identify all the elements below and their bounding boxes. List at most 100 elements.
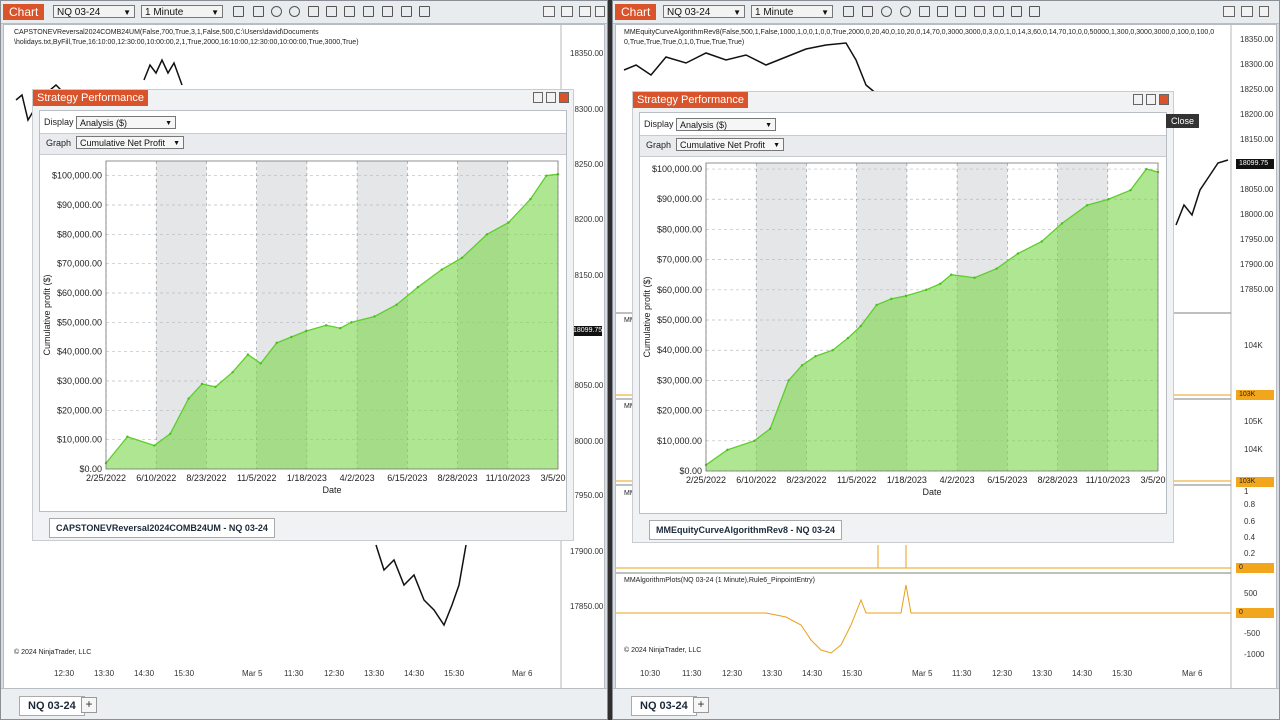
strategies-icon[interactable] xyxy=(401,6,412,17)
x-axis-label: Date xyxy=(322,485,341,495)
pencil-icon[interactable] xyxy=(253,6,264,17)
instrument-selector[interactable]: NQ 03-24 ▼ xyxy=(53,5,135,18)
algo-value-tag: 0 xyxy=(1236,608,1274,618)
display-select[interactable]: Analysis ($) ▼ xyxy=(76,116,176,129)
crosshair-icon[interactable] xyxy=(974,6,985,17)
algo-tick: 500 xyxy=(1244,589,1258,598)
instrument-tab[interactable]: NQ 03-24 xyxy=(631,696,697,716)
minimize-button[interactable] xyxy=(1223,6,1235,17)
close-button[interactable] xyxy=(559,92,569,103)
y-tick-label: $50,000.00 xyxy=(657,315,702,325)
maximize-button[interactable] xyxy=(1146,94,1156,105)
data-box-icon[interactable] xyxy=(955,6,966,17)
instrument-tab[interactable]: NQ 03-24 xyxy=(19,696,85,716)
dialog-body: Display Analysis ($) ▼ Graph Cumulative N… xyxy=(39,110,576,512)
maximize-button[interactable] xyxy=(1259,6,1269,17)
graph-select[interactable]: Cumulative Net Profit ▼ xyxy=(676,138,784,151)
maximize-button[interactable] xyxy=(579,6,591,17)
strategies-icon[interactable] xyxy=(1011,6,1022,17)
properties-icon[interactable] xyxy=(993,6,1004,17)
y-tick-label: $40,000.00 xyxy=(57,347,102,357)
list-icon[interactable] xyxy=(1029,6,1040,17)
x-tick-label: 6/10/2022 xyxy=(136,473,176,483)
x-tick-label: 11/10/2023 xyxy=(1086,475,1130,485)
y-tick-label: $20,000.00 xyxy=(657,406,702,416)
graph-select[interactable]: Cumulative Net Profit ▼ xyxy=(76,136,184,149)
data-point xyxy=(1016,252,1020,255)
zoom-out-icon[interactable] xyxy=(289,6,300,17)
cursor-icon[interactable] xyxy=(919,6,930,17)
minimize-button[interactable] xyxy=(543,6,555,17)
close-button[interactable] xyxy=(1159,94,1169,105)
add-tab-button[interactable]: + xyxy=(81,697,97,713)
price-tick: 18300.00 xyxy=(570,105,604,114)
dialog-title-bar[interactable]: Strategy Performance xyxy=(633,92,1173,110)
interval-selector[interactable]: 1 Minute ▼ xyxy=(751,5,833,18)
time-tick: Mar 6 xyxy=(1182,669,1203,678)
bars-type-icon[interactable] xyxy=(843,6,854,17)
prob-tick: 0.2 xyxy=(1244,549,1256,558)
price-tick: 18200.00 xyxy=(1240,110,1274,119)
drawing-tools-icon[interactable] xyxy=(937,6,948,17)
y-tick-label: $100,000.00 xyxy=(52,171,102,181)
data-point xyxy=(924,288,928,292)
x-tick-label: 6/10/2022 xyxy=(736,475,776,485)
strategy-tab[interactable]: MMEquityCurveAlgorithmRev8 - NQ 03-24 xyxy=(649,520,843,540)
x-tick-label: 2/25/2022 xyxy=(86,473,126,483)
restore-button[interactable] xyxy=(1241,6,1253,17)
dialog-title-bar[interactable]: Strategy Performance xyxy=(33,90,573,108)
cursor-icon[interactable] xyxy=(308,6,319,17)
interval-selector[interactable]: 1 Minute ▼ xyxy=(141,5,223,18)
list-icon[interactable] xyxy=(419,6,430,17)
time-tick: Mar 5 xyxy=(912,669,933,678)
data-point xyxy=(290,335,293,339)
price-tick: 17850.00 xyxy=(570,602,604,611)
data-point xyxy=(875,303,878,307)
zoom-in-icon[interactable] xyxy=(271,6,282,17)
zoom-out-icon[interactable] xyxy=(900,6,911,17)
display-label: Display xyxy=(644,119,674,129)
instrument-selector[interactable]: NQ 03-24 ▼ xyxy=(663,5,745,18)
drawing-tools-icon[interactable] xyxy=(326,6,337,17)
strategy-tab[interactable]: CAPSTONEVReversal2024COMB24UM - NQ 03-24 xyxy=(49,518,275,538)
chart-window-tab[interactable]: Chart xyxy=(615,4,657,20)
maximize-button[interactable] xyxy=(546,92,556,103)
zoom-in-icon[interactable] xyxy=(881,6,892,17)
x-tick-label: 3/5/2024 xyxy=(1140,475,1166,485)
display-select[interactable]: Analysis ($) ▼ xyxy=(676,118,776,131)
bars-type-icon[interactable] xyxy=(233,6,244,17)
y-tick-label: $100,000.00 xyxy=(652,164,702,174)
time-tick: 13:30 xyxy=(1032,669,1053,678)
y-tick-label: $70,000.00 xyxy=(657,255,702,265)
data-point xyxy=(726,448,729,452)
chart-toolbar: Chart NQ 03-24 ▼ 1 Minute ▼ xyxy=(613,1,1279,24)
display-value: Analysis ($) xyxy=(80,118,128,128)
indicator-value-tag: 103K xyxy=(1236,390,1274,400)
profit-area xyxy=(706,169,1158,471)
x-tick-label: 4/2/2023 xyxy=(940,475,975,485)
minimize-button[interactable] xyxy=(1133,94,1143,105)
data-point xyxy=(814,355,817,358)
data-point xyxy=(507,221,510,224)
prob-tick: 1 xyxy=(1244,487,1249,496)
restore-button[interactable] xyxy=(561,6,573,17)
copyright-text: © 2024 NinjaTrader, LLC xyxy=(14,649,92,656)
data-point xyxy=(904,294,908,298)
add-tab-button[interactable]: + xyxy=(693,697,709,713)
strategy-params-line2: 0,True,True,True,0,1,0,True,True,True) xyxy=(624,39,745,46)
pencil-icon[interactable] xyxy=(862,6,873,17)
data-point xyxy=(153,444,156,447)
chevron-down-icon: ▼ xyxy=(165,120,172,127)
crosshair-icon[interactable] xyxy=(363,6,374,17)
y-axis-label: Cumulative profit ($) xyxy=(42,274,52,355)
data-point xyxy=(890,297,893,301)
instrument-value: NQ 03-24 xyxy=(667,7,711,18)
properties-icon[interactable] xyxy=(382,6,393,17)
price-tick: 18000.00 xyxy=(1240,210,1274,219)
close-button[interactable] xyxy=(595,6,605,17)
x-tick-label: 8/28/2023 xyxy=(438,473,478,483)
minimize-button[interactable] xyxy=(533,92,543,103)
time-tick: 10:30 xyxy=(640,669,661,678)
chart-window-tab[interactable]: Chart xyxy=(3,4,45,20)
data-box-icon[interactable] xyxy=(344,6,355,17)
